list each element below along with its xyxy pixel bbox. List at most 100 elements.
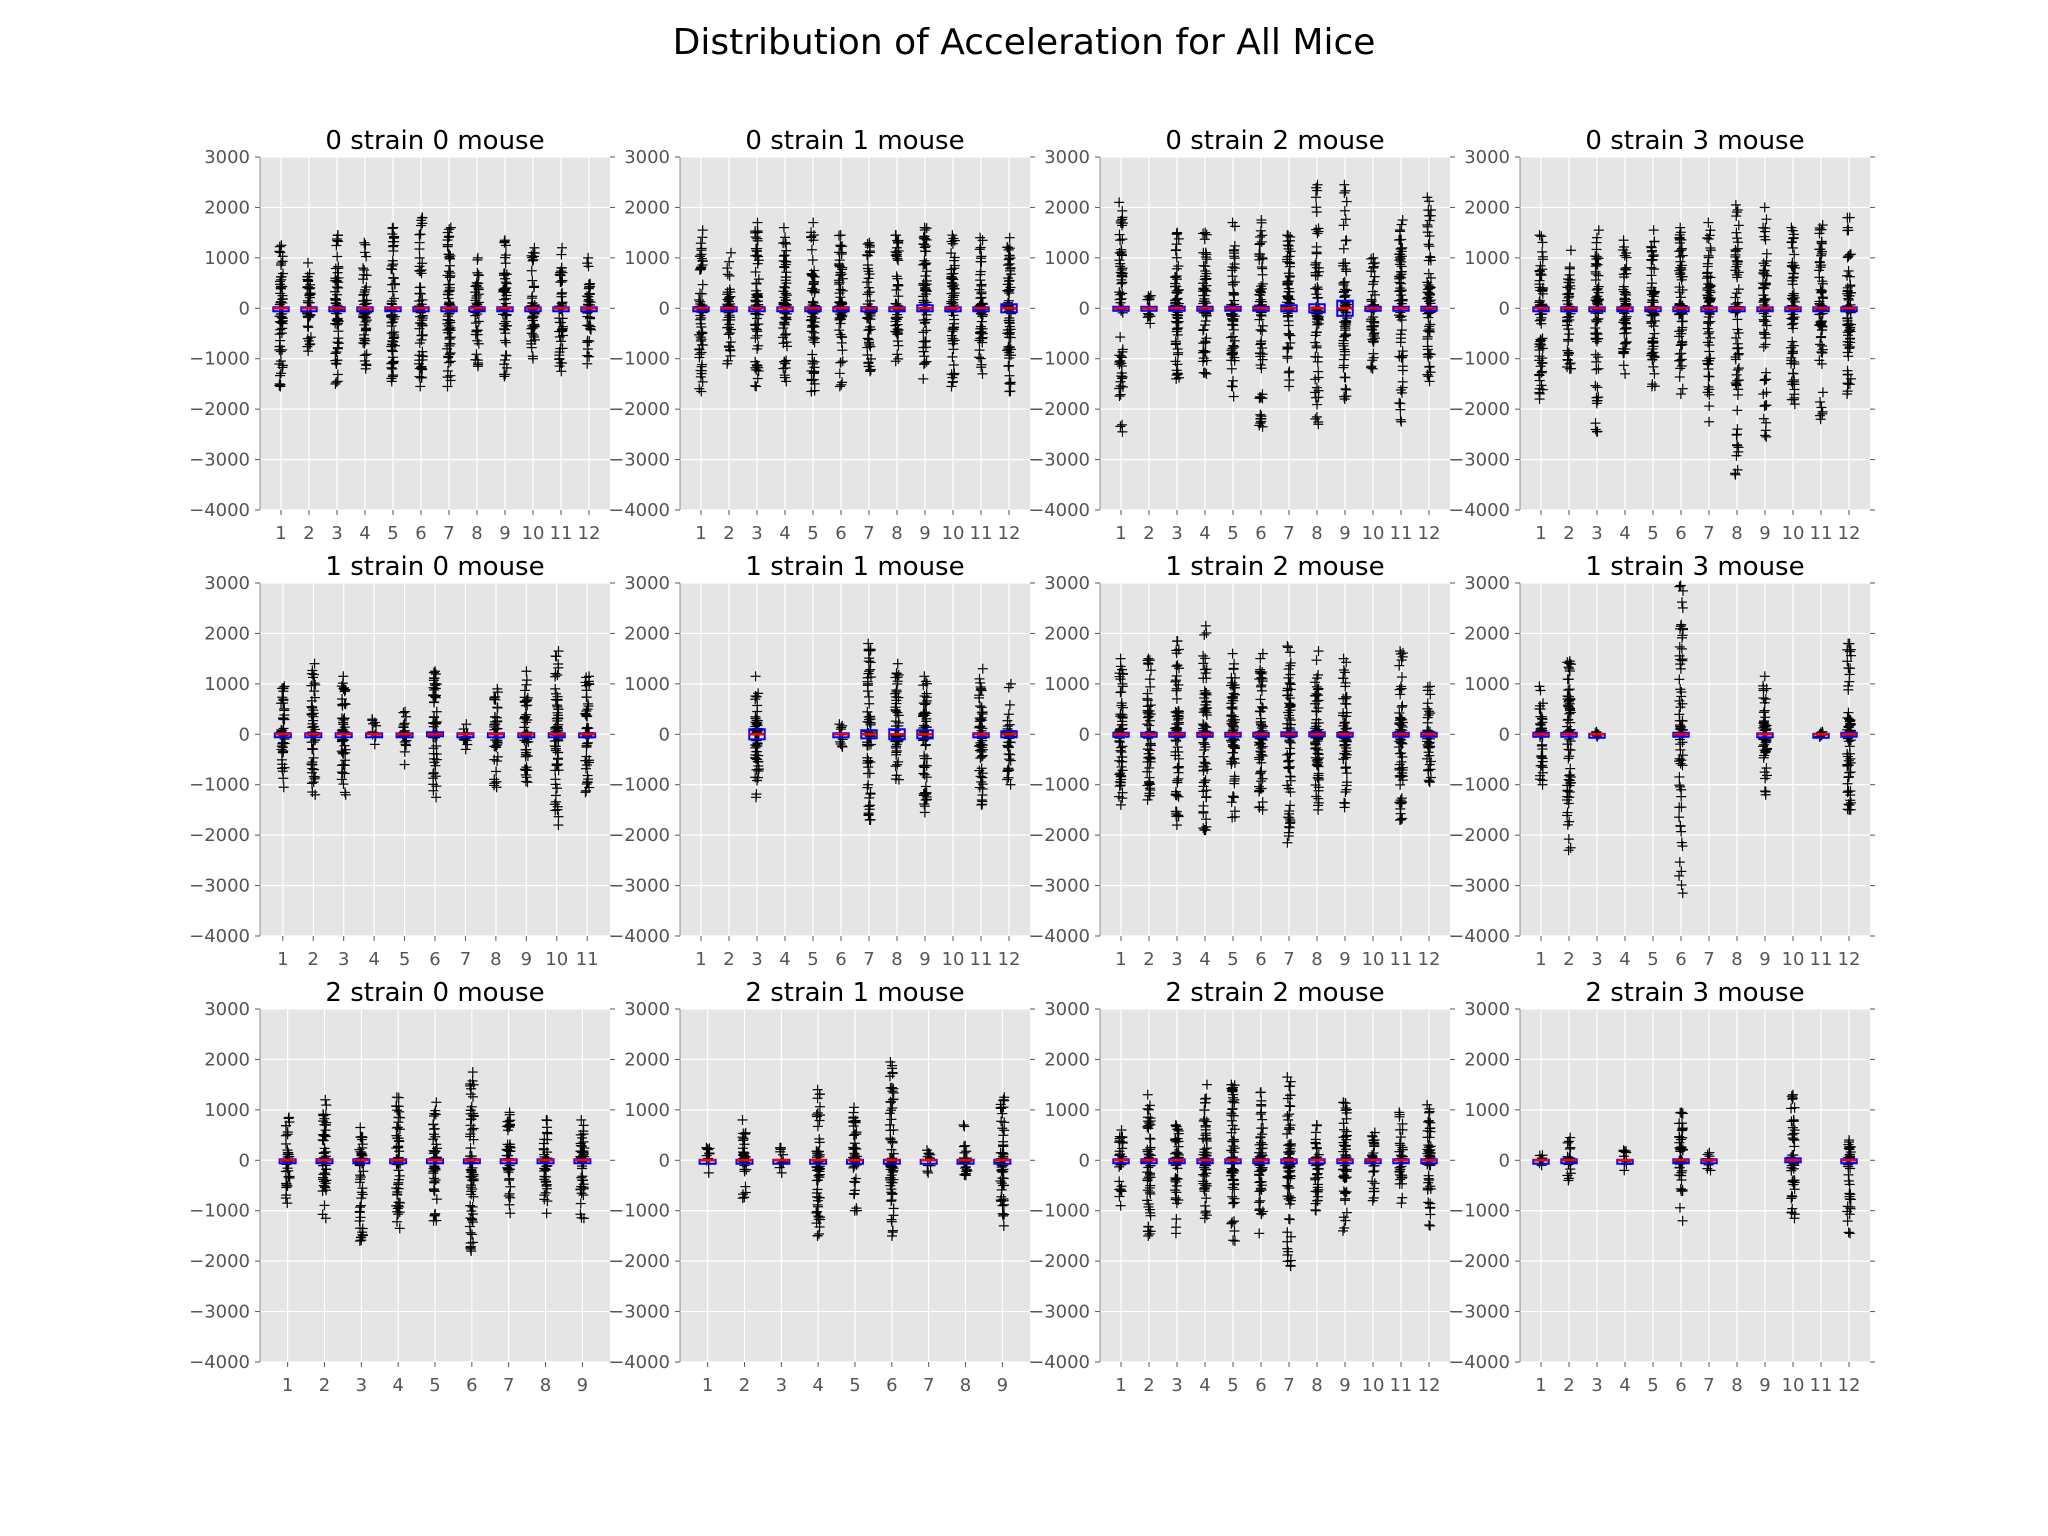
x-tick-label: 10 bbox=[1362, 523, 1385, 544]
plot-background bbox=[1100, 157, 1450, 510]
y-tick-label: −1000 bbox=[1029, 349, 1090, 370]
y-tick-label: −1000 bbox=[609, 349, 670, 370]
x-tick-label: 10 bbox=[1782, 523, 1805, 544]
box-5 bbox=[804, 217, 822, 397]
box-11 bbox=[552, 242, 570, 377]
y-tick-label: −4000 bbox=[609, 500, 670, 521]
panel-title: 0 strain 2 mouse bbox=[1165, 126, 1384, 156]
x-tick-label: 9 bbox=[1759, 523, 1770, 544]
y-tick-label: 2000 bbox=[204, 197, 250, 218]
x-tick-label: 8 bbox=[1311, 523, 1322, 544]
y-tick-label: −4000 bbox=[189, 500, 250, 521]
box-2 bbox=[720, 247, 738, 369]
box-1 bbox=[272, 240, 290, 392]
box-6 bbox=[412, 212, 430, 392]
x-tick-label: 12 bbox=[1838, 523, 1861, 544]
x-tick-label: 12 bbox=[1418, 523, 1441, 544]
y-tick-label: −3000 bbox=[1449, 450, 1510, 471]
fliers bbox=[526, 242, 540, 364]
x-tick-label: 1 bbox=[695, 523, 706, 544]
y-tick-label: −1000 bbox=[189, 349, 250, 370]
x-tick-label: 3 bbox=[331, 523, 342, 544]
y-tick-label: 0 bbox=[1499, 298, 1510, 319]
x-tick-label: 6 bbox=[835, 523, 846, 544]
box-1 bbox=[1112, 197, 1130, 437]
y-tick-label: 3000 bbox=[1044, 147, 1090, 168]
box-5 bbox=[384, 222, 402, 387]
box-10 bbox=[524, 242, 542, 364]
fliers bbox=[1142, 290, 1156, 329]
y-tick-label: 2000 bbox=[1044, 197, 1090, 218]
y-tick-label: −2000 bbox=[189, 399, 250, 420]
y-tick-label: −4000 bbox=[1449, 500, 1510, 521]
y-tick-label: 2000 bbox=[624, 197, 670, 218]
figure-title: Distribution of Acceleration for All Mic… bbox=[0, 22, 2048, 63]
x-tick-label: 8 bbox=[891, 523, 902, 544]
x-tick-label: 7 bbox=[863, 523, 874, 544]
box-2 bbox=[300, 257, 318, 357]
x-tick-label: 9 bbox=[919, 523, 930, 544]
y-tick-label: 0 bbox=[1079, 298, 1090, 319]
x-tick-label: 12 bbox=[998, 523, 1021, 544]
x-tick-label: 12 bbox=[578, 523, 601, 544]
x-tick-label: 1 bbox=[1535, 523, 1546, 544]
fliers bbox=[750, 217, 764, 392]
y-tick-label: −2000 bbox=[1449, 399, 1510, 420]
x-tick-label: 2 bbox=[303, 523, 314, 544]
box-3 bbox=[1168, 227, 1186, 384]
box-1 bbox=[1532, 230, 1550, 405]
box-7 bbox=[1280, 230, 1298, 392]
y-tick-label: −3000 bbox=[189, 450, 250, 471]
box-9 bbox=[1336, 179, 1354, 405]
panel-title: 0 strain 1 mouse bbox=[745, 126, 964, 156]
box-4 bbox=[1196, 227, 1214, 379]
box-3 bbox=[328, 230, 346, 389]
x-tick-label: 8 bbox=[471, 523, 482, 544]
x-tick-label: 10 bbox=[942, 523, 965, 544]
fliers bbox=[302, 257, 316, 357]
y-tick-label: −1000 bbox=[1449, 349, 1510, 370]
x-tick-label: 7 bbox=[443, 523, 454, 544]
box-12 bbox=[1000, 232, 1018, 397]
panel-title: 0 strain 0 mouse bbox=[325, 126, 544, 156]
fliers bbox=[498, 235, 512, 382]
box-10 bbox=[944, 230, 962, 392]
y-tick-label: −2000 bbox=[1029, 399, 1090, 420]
x-tick-label: 4 bbox=[779, 523, 790, 544]
plot-background bbox=[680, 157, 1030, 510]
fliers bbox=[806, 217, 820, 397]
box-2 bbox=[1140, 290, 1158, 329]
x-tick-label: 9 bbox=[1339, 523, 1350, 544]
y-tick-label: 0 bbox=[239, 298, 250, 319]
x-tick-label: 8 bbox=[1731, 523, 1742, 544]
x-tick-label: 5 bbox=[807, 523, 818, 544]
x-tick-label: 9 bbox=[499, 523, 510, 544]
box-11 bbox=[972, 232, 990, 379]
fliers bbox=[1310, 179, 1324, 430]
box-9 bbox=[916, 222, 934, 384]
y-tick-label: 2000 bbox=[1464, 197, 1510, 218]
x-tick-label: 11 bbox=[1810, 523, 1833, 544]
x-tick-label: 5 bbox=[1647, 523, 1658, 544]
fliers bbox=[862, 237, 876, 377]
box-6 bbox=[1252, 215, 1270, 432]
x-tick-label: 7 bbox=[1283, 523, 1294, 544]
panel-title: 0 strain 3 mouse bbox=[1585, 126, 1804, 156]
y-tick-label: 1000 bbox=[624, 248, 670, 269]
box-12 bbox=[1420, 192, 1438, 387]
box-6 bbox=[832, 230, 850, 392]
x-tick-label: 1 bbox=[275, 523, 286, 544]
fliers bbox=[1002, 232, 1016, 397]
y-tick-label: 3000 bbox=[624, 147, 670, 168]
x-tick-label: 2 bbox=[723, 523, 734, 544]
box-3 bbox=[748, 217, 766, 392]
x-tick-label: 3 bbox=[751, 523, 762, 544]
y-tick-label: 1000 bbox=[1044, 248, 1090, 269]
box-4 bbox=[356, 237, 374, 374]
y-tick-label: −3000 bbox=[1029, 450, 1090, 471]
y-tick-label: −4000 bbox=[1029, 500, 1090, 521]
box-8 bbox=[888, 230, 906, 367]
